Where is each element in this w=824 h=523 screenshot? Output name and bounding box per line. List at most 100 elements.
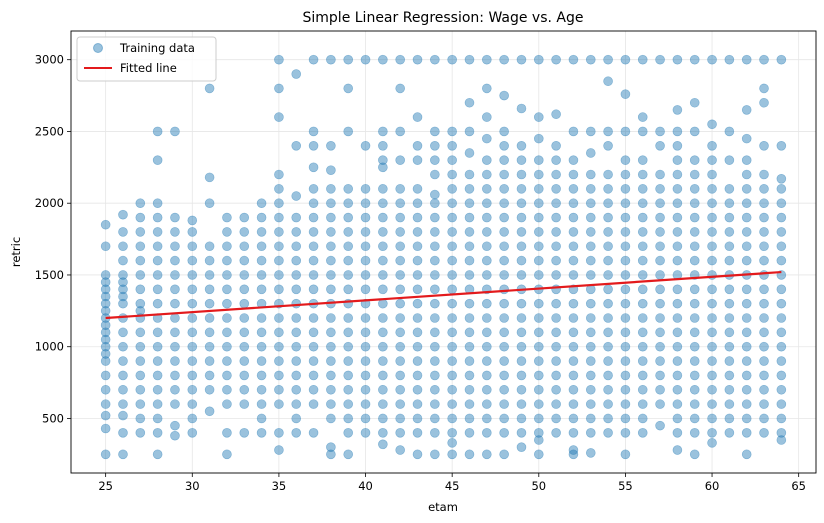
data-point [239,399,250,409]
data-point [447,184,457,194]
data-point [222,313,232,323]
data-point [204,298,215,309]
data-point [256,198,267,209]
data-point [447,413,457,424]
data-point [274,270,284,280]
data-point [395,198,405,209]
data-point [603,241,613,252]
data-point [516,442,527,452]
data-point [655,399,665,409]
data-point [447,384,457,395]
data-point [620,184,631,194]
data-point [291,313,302,323]
data-point [482,313,492,323]
data-point [170,370,180,381]
data-point [135,212,146,223]
data-point [464,54,475,65]
data-point [412,227,423,237]
data-point [135,384,146,395]
data-point [135,341,146,352]
data-point [499,370,509,381]
data-point [256,384,267,395]
data-point [655,384,665,395]
data-point [551,399,561,409]
data-point [204,384,215,395]
data-point [707,169,717,180]
data-point [672,227,683,237]
data-point [585,327,596,338]
data-point [707,327,717,338]
data-point [256,255,267,266]
data-point [378,126,388,137]
data-point [620,341,631,352]
data-point [412,449,423,460]
data-point [187,356,198,366]
data-point [707,284,717,295]
data-point [447,169,457,180]
data-point [741,399,752,409]
data-point [447,428,457,438]
data-point [516,370,527,381]
data-point [741,384,752,395]
data-point [707,399,717,409]
data-point [516,384,527,395]
data-point [464,198,475,209]
data-point [482,112,492,122]
data-point [776,435,787,445]
data-point [412,184,423,194]
data-point [360,284,371,295]
data-point [672,384,683,395]
data-point [620,227,631,237]
data-point [741,327,752,338]
data-point [603,184,613,194]
data-point [568,227,579,237]
y-tick-label: 1000 [35,340,64,354]
data-point [551,370,561,381]
data-point [672,341,683,352]
data-point [568,313,579,323]
data-point [689,97,700,108]
data-point [343,370,354,381]
data-point [326,184,336,194]
data-point [343,83,354,94]
data-point [430,413,440,424]
data-point [499,126,509,137]
data-point [672,126,683,137]
data-point [464,212,475,223]
data-point [430,54,440,65]
data-point [499,384,509,395]
data-point [187,284,198,295]
data-point [482,449,492,460]
data-point [707,141,717,151]
data-point [759,255,769,266]
data-point [603,298,613,309]
data-point [291,413,302,424]
data-point [239,356,250,366]
data-point [239,284,250,295]
data-point [568,399,579,409]
data-point [637,399,648,409]
data-point [326,399,336,409]
data-point [430,284,440,295]
data-point [672,212,683,223]
data-point [395,428,405,438]
data-point [689,313,700,323]
data-point [343,356,354,366]
data-point [689,384,700,395]
data-point [707,227,717,237]
data-point [360,413,371,424]
data-point [204,341,215,352]
data-point [499,54,509,65]
data-point [551,212,561,223]
data-point [343,428,354,438]
data-point [637,241,648,252]
data-point [568,155,579,165]
data-point [533,155,544,165]
data-point [464,126,475,137]
data-point [637,370,648,381]
data-point [724,198,735,209]
data-point [464,270,475,280]
data-point [239,298,250,309]
data-point [343,212,354,223]
data-point [482,133,492,144]
